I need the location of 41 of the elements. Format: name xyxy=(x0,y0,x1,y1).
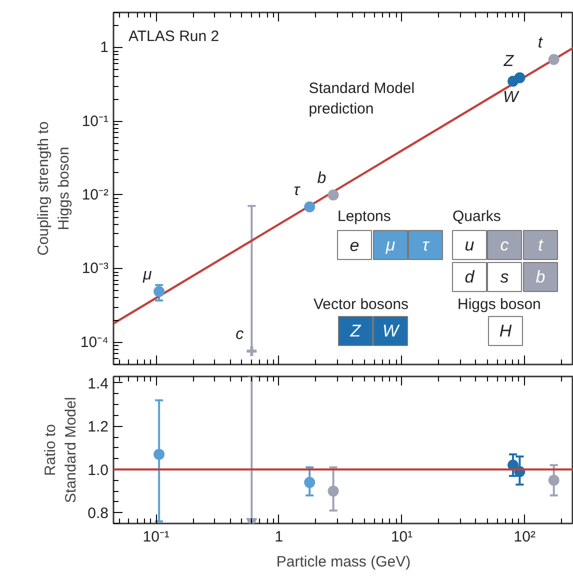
annotation: μ xyxy=(384,236,396,254)
annotation: Higgs boson xyxy=(458,296,541,313)
annotation: ATLAS Run 2 xyxy=(128,28,220,45)
y-tick-label: 0.8 xyxy=(88,505,109,522)
x-axis-title: Particle mass (GeV) xyxy=(276,554,411,570)
annotation: t xyxy=(538,34,543,52)
y-tick-label: 1.4 xyxy=(88,375,109,392)
annotation: u xyxy=(464,236,475,254)
annotation: Z xyxy=(502,52,515,70)
y-tick-label: 1.0 xyxy=(88,462,109,479)
annotation: μ xyxy=(142,266,152,284)
annotation: τ xyxy=(294,182,301,199)
y-tick-label: 10⁻⁴ xyxy=(80,334,109,351)
annotation: b xyxy=(317,170,326,187)
annotation: H xyxy=(499,322,512,340)
annotation: d xyxy=(464,268,475,286)
y-axis-title: Ratio to Standard Model xyxy=(42,397,80,503)
y-tick-label: 1 xyxy=(100,39,108,56)
annotation: W xyxy=(502,89,520,106)
y-tick-label: 1.2 xyxy=(88,418,109,436)
annotation: s xyxy=(500,268,510,286)
x-tick-label: 1 xyxy=(274,528,284,546)
annotation: Vector bosons xyxy=(314,296,409,313)
annotation: t xyxy=(538,236,544,254)
annotation: τ xyxy=(422,236,430,254)
annotation: Quarks xyxy=(452,208,501,225)
y-tick-label: 10⁻² xyxy=(82,186,109,204)
annotation: c xyxy=(236,326,244,344)
annotation: W xyxy=(382,322,400,340)
annotation: b xyxy=(536,268,546,286)
y-axis-title: Coupling strength to Higgs boson xyxy=(34,121,72,256)
x-tick-label: 10⁻¹ xyxy=(142,528,170,546)
x-tick-label: 10¹ xyxy=(390,528,413,546)
y-tick-label: 10⁻³ xyxy=(82,260,109,278)
annotation: e xyxy=(350,236,360,255)
y-tick-label: 10⁻¹ xyxy=(82,112,109,130)
series-label: Standard Model prediction xyxy=(308,80,415,118)
x-tick-label: 10² xyxy=(514,528,536,546)
annotation: Z xyxy=(349,322,362,340)
annotation: Leptons xyxy=(338,208,391,225)
annotation: c xyxy=(500,236,510,254)
